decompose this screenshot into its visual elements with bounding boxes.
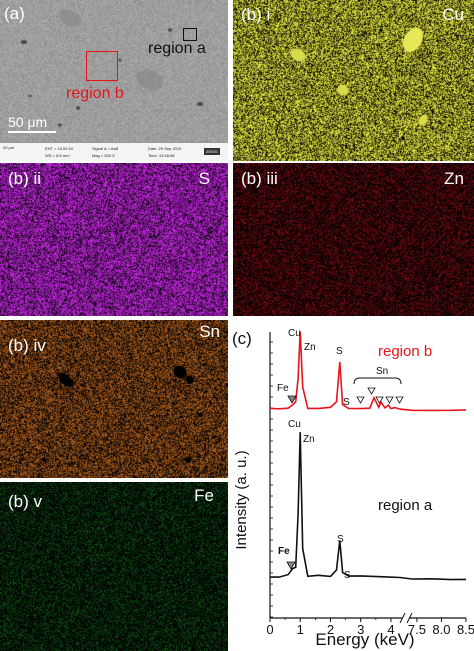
x-tick-label: 7.5: [408, 622, 426, 637]
panel-b-v-label: (b) v: [8, 492, 42, 511]
cu-eds-map: [233, 0, 474, 161]
sem-scale: 20 μm: [3, 145, 15, 150]
sn-element-label: Sn: [199, 322, 220, 341]
panel-c-eds-spectra: (c) Intensity (a. u.) Energy (keV) 0 1 2 3 4…: [230, 320, 474, 651]
panel-b-ii-s-map: (b) ii S: [0, 163, 228, 316]
panel-c-label: (c): [232, 329, 252, 348]
panel-b-iv-label: (b) iv: [8, 336, 46, 355]
panel-b-iii-label: (b) iii: [241, 169, 278, 188]
x-tick-label: 0: [266, 622, 273, 637]
zeiss-logo: ZEISS: [204, 148, 220, 155]
panel-a-sem-image: (a) region a region b 50 μm 20 μm EHT = …: [0, 0, 228, 161]
sem-time: Time :13:48:58: [148, 153, 175, 158]
cu-element-label: Cu: [442, 5, 464, 24]
region-a-box: [183, 28, 197, 41]
eds-spectra-chart: (c) Intensity (a. u.) Energy (keV) 0 1 2 3 4…: [232, 328, 474, 649]
peak-a-zn: Zn: [303, 434, 315, 445]
x-tick-label: 4: [387, 622, 394, 637]
x-tick-label: 3: [357, 622, 364, 637]
sem-info-bar: 20 μm EHT = 10.00 kV WD = 8.5 mm Signal …: [0, 142, 228, 161]
peak-b-zn: Zn: [304, 342, 316, 353]
panel-b-ii-label: (b) ii: [8, 169, 42, 188]
sem-date: Date :29 Sep 2019: [148, 146, 182, 151]
sn-marker-4: [385, 396, 394, 404]
sem-eht: EHT = 10.00 kV: [45, 146, 74, 151]
legend-region-b: region b: [378, 343, 432, 360]
peak-b-sn: Sn: [376, 366, 388, 377]
peak-b-fe: Fe: [277, 383, 289, 394]
sn-eds-map: [0, 320, 228, 478]
peak-a-fe: Fe: [278, 546, 290, 557]
region-b-label: region b: [66, 85, 124, 102]
peak-a-s2: S: [344, 570, 351, 581]
sn-marker-3: [375, 396, 384, 404]
scale-bar-label: 50 μm: [8, 114, 48, 130]
peak-a-s: S: [337, 534, 344, 545]
panel-b-i-cu-map: (b) i Cu: [233, 0, 474, 161]
x-tick-label: 8.0: [432, 622, 450, 637]
x-tick-label: 2: [327, 622, 334, 637]
panel-b-v-fe-map: (b) v Fe: [0, 482, 228, 651]
sn-marker-1: [356, 396, 365, 404]
s-element-label: S: [198, 169, 210, 188]
spectrum-region-a: [270, 432, 467, 581]
fe-element-label: Fe: [194, 486, 214, 505]
spectrum-region-b: [269, 331, 467, 412]
region-a-label: region a: [148, 40, 206, 57]
fe-marker-a: [286, 561, 296, 570]
sem-micrograph: [0, 0, 228, 142]
scale-bar: [8, 131, 56, 133]
fe-eds-map: [0, 482, 228, 651]
legend-region-a: region a: [378, 497, 433, 514]
peak-b-cu: Cu: [288, 328, 301, 339]
zn-eds-map: [233, 163, 474, 316]
panel-a-label: (a): [4, 4, 25, 23]
s-eds-map: [0, 163, 228, 316]
panel-b-iv-sn-map: (b) iv Sn: [0, 320, 228, 478]
panel-b-iii-zn-map: (b) iii Zn: [233, 163, 474, 316]
axis-break-mark-1: [399, 612, 406, 624]
peak-a-cu: Cu: [288, 419, 301, 430]
x-axis-label: Energy (keV): [315, 630, 414, 649]
sn-marker-5: [395, 396, 404, 404]
x-tick-label: 8.5: [457, 622, 474, 637]
panel-b-i-label: (b) i: [241, 5, 271, 24]
peak-b-s: S: [336, 346, 343, 357]
region-b-box: [86, 51, 118, 81]
y-axis-label: Intensity (a. u.): [233, 450, 250, 549]
sem-signal: Signal A = AsB: [92, 146, 119, 151]
sem-wd: WD = 8.5 mm: [45, 153, 70, 158]
sn-bracket: [353, 377, 402, 385]
zn-element-label: Zn: [444, 169, 464, 188]
x-tick-label: 1: [297, 622, 304, 637]
peak-b-s2: S: [343, 397, 350, 408]
fe-marker-b: [287, 395, 297, 404]
sem-mag: Mag = 500 X: [92, 153, 115, 158]
axis-break-mark-2: [406, 612, 413, 624]
sn-marker-2: [367, 387, 376, 395]
